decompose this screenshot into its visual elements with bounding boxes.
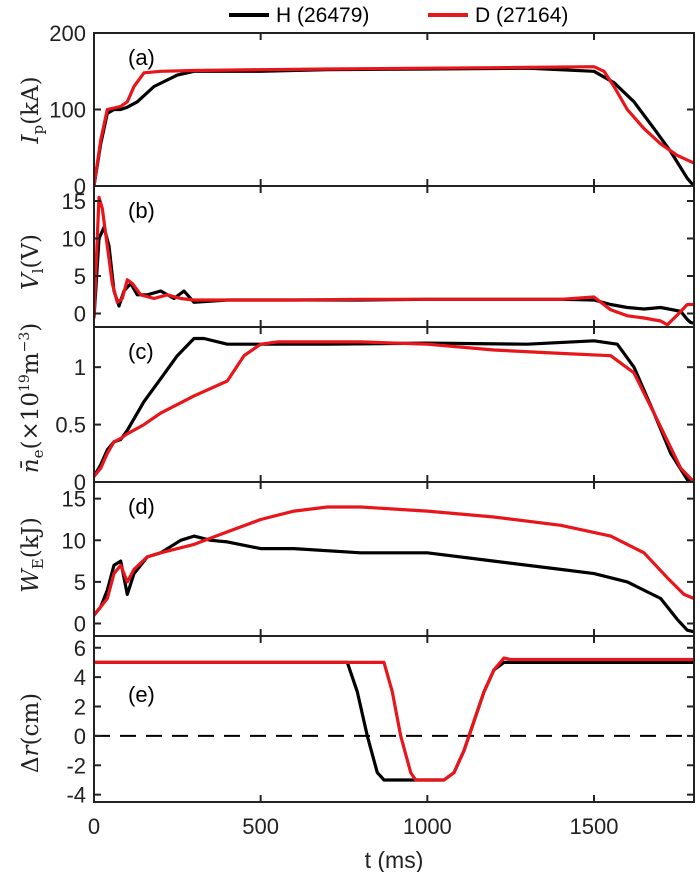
y-axis-title-e: Δr(cm) [18,693,44,773]
y-tick-label-0-0: 0 [74,174,86,199]
panel-tag-2: (c) [128,339,154,364]
panel-tag-1: (b) [128,198,155,223]
y-tick-label-3-3: 15 [62,487,86,512]
y-axis-title-c: n̄e(×1019m−3) [17,323,47,474]
series-line-d-h [94,534,694,634]
panel-3: 0 5 10 15 (d) [62,481,695,637]
series-line-e-d [94,656,694,782]
y-tick-label-4-3: 2 [74,695,86,720]
y-axis-title-d: WE(kJ) [18,517,47,593]
legend: H (26479) D (27164) [229,4,568,27]
y-axis-title-b: Vl(V) [18,234,47,290]
x-axis-title: t (ms) [365,847,424,872]
y-tick-label-2-2: 1 [74,355,86,380]
y-tick-label-1-0: 0 [74,302,86,327]
y-tick-label-3-2: 10 [62,528,86,553]
y-tick-label-4-4: 4 [74,665,86,690]
panel-0: 0 100 200 (a) [49,21,695,199]
y-tick-label-0-2: 200 [49,21,86,46]
legend-label-d: D (27164) [475,4,568,27]
series-line-a-h [94,66,694,186]
panel-tag-4: (e) [128,682,155,707]
panel-4: -4 -2 0 2 4 6 (e) [66,635,695,808]
series-line-d-d [94,505,694,617]
panel-2: 0 0.5 1 (c) [55,326,695,495]
series-line-c-d [94,340,694,482]
y-tick-label-2-1: 0.5 [55,413,86,438]
y-axis-titles: Ip(kA) Vl(V) n̄e(×1019m−3) WE(kJ) Δr(cm) [17,76,47,773]
x-tick-label-2: 1000 [403,814,452,839]
y-tick-label-4-2: 0 [74,724,86,749]
panel-tag-0: (a) [128,45,155,70]
series-line-a-d [94,65,694,186]
y-tick-label-1-1: 5 [74,264,86,289]
series-line-b-h [94,225,694,325]
y-tick-label-3-1: 5 [74,570,86,595]
series-line-e-h [94,660,694,782]
y-axis-title-a: Ip(kA) [18,76,47,144]
legend-label-h: H (26479) [276,4,369,27]
x-axis: 0 500 1000 1500 [88,814,619,839]
y-tick-label-0-1: 100 [49,98,86,123]
y-tick-label-4-0: -4 [66,783,86,808]
x-tick-label-0: 0 [88,814,100,839]
panel-frame-3 [93,481,695,637]
x-tick-label-3: 1500 [570,814,619,839]
y-tick-label-1-2: 10 [62,227,86,252]
panel-tag-3: (d) [128,494,155,519]
panel-frame-4 [93,635,695,803]
series-line-b-d [94,195,694,327]
y-tick-label-4-1: -2 [66,753,86,778]
panels: 0 100 200 (a) 0 5 10 15 (b) 0 0.5 1 (c) 0 5 10 15 (d) -4 -2… [49,21,695,808]
panel-1: 0 5 10 15 (b) [62,185,695,328]
y-tick-label-1-3: 15 [62,189,86,214]
y-tick-label-3-0: 0 [74,612,86,637]
y-tick-label-2-0: 0 [74,470,86,495]
series-line-c-h [94,336,694,482]
x-tick-label-1: 500 [242,814,279,839]
y-tick-label-4-5: 6 [74,636,86,661]
panel-frame-0 [93,32,695,187]
